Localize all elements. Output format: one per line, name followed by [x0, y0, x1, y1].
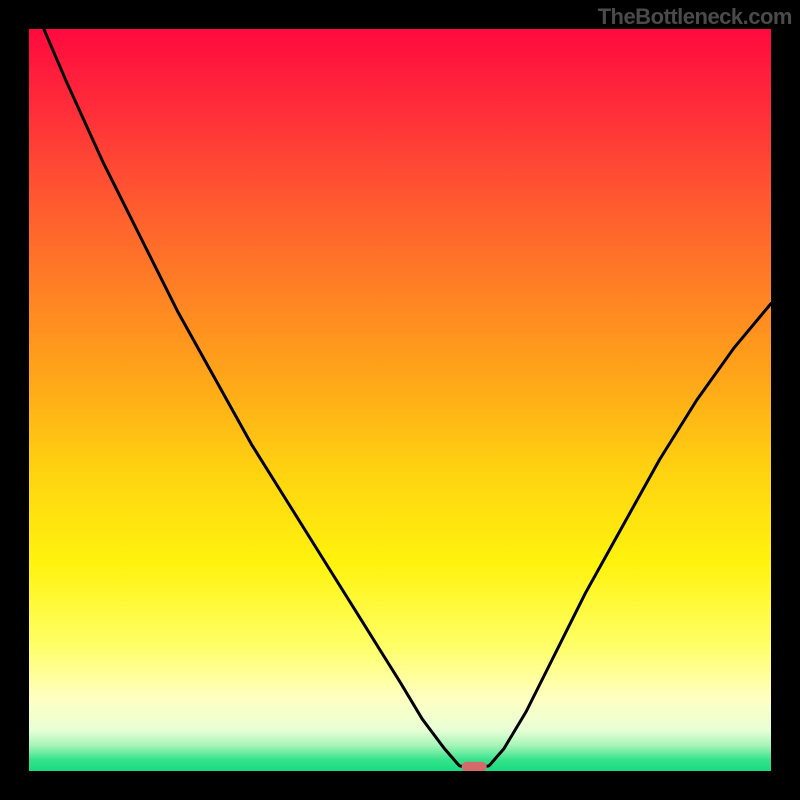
watermark-text: TheBottleneck.com [598, 4, 792, 30]
bottleneck-chart: TheBottleneck.com [0, 0, 800, 800]
optimum-marker [462, 762, 487, 772]
chart-svg [0, 0, 800, 800]
chart-gradient-background [29, 29, 771, 771]
